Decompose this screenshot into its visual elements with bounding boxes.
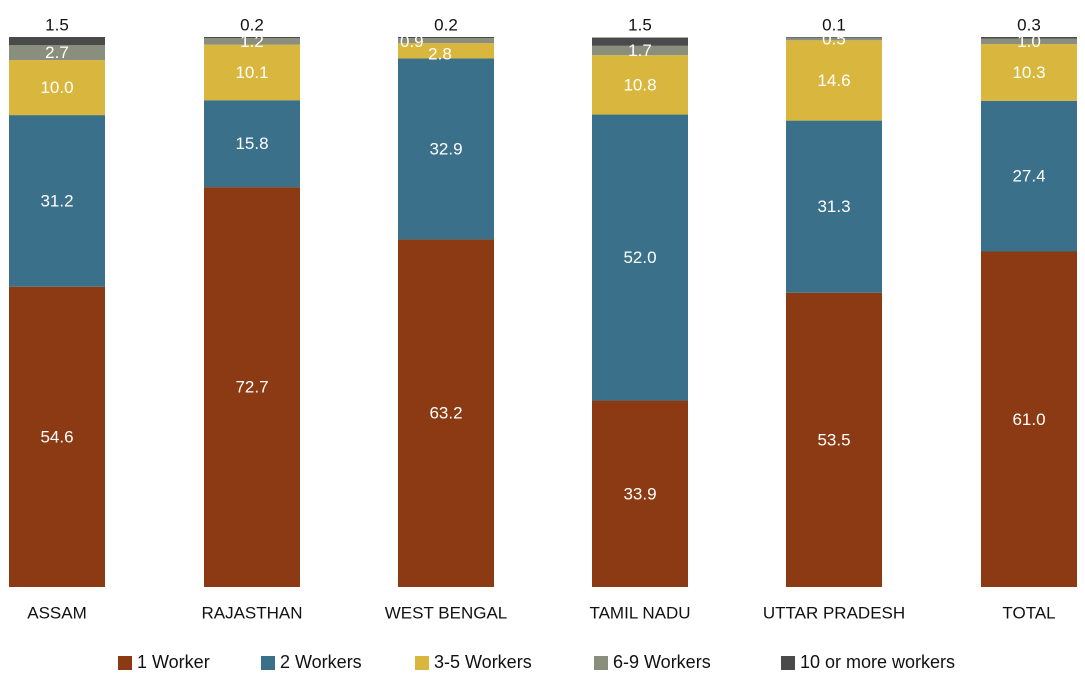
category-label-uttar-pradesh: UTTAR PRADESH: [763, 604, 905, 623]
data-label-rajasthan-10-or-more-workers: 0.2: [240, 16, 264, 35]
legend-swatch-2-workers: [261, 656, 275, 670]
legend-swatch-1-worker: [118, 656, 132, 670]
data-label-rajasthan-2-workers: 15.8: [235, 134, 268, 153]
data-label-total-6-9-workers: 1.0: [1017, 32, 1041, 51]
data-label-uttar-pradesh-1-worker: 53.5: [817, 430, 850, 449]
legend-label: 1 Worker: [137, 652, 210, 673]
category-label-assam: ASSAM: [27, 604, 87, 623]
data-label-west-bengal-2-workers: 32.9: [429, 139, 462, 158]
data-label-rajasthan-3-5-workers: 10.1: [235, 63, 268, 82]
data-label-tamil-nadu-1-worker: 33.9: [623, 484, 656, 503]
category-label-tamil-nadu: TAMIL NADU: [589, 604, 690, 623]
data-label-assam-10-or-more-workers: 1.5: [45, 16, 69, 35]
data-label-total-1-worker: 61.0: [1012, 410, 1045, 429]
legend-item-1-worker: 1 Worker: [118, 652, 210, 673]
legend-label: 10 or more workers: [800, 652, 955, 673]
data-label-total-2-workers: 27.4: [1012, 167, 1045, 186]
data-label-tamil-nadu-3-5-workers: 10.8: [623, 75, 656, 94]
legend-label: 2 Workers: [280, 652, 362, 673]
legend-item-10-or-more-workers: 10 or more workers: [781, 652, 955, 673]
data-label-assam-2-workers: 31.2: [40, 191, 73, 210]
data-label-total-10-or-more-workers: 0.3: [1017, 16, 1041, 35]
legend: 1 Worker 2 Workers 3-5 Workers 6-9 Worke…: [0, 652, 1085, 680]
legend-swatch-10-or-more-workers: [781, 656, 795, 670]
category-label-west-bengal: WEST BENGAL: [385, 604, 508, 623]
data-label-west-bengal-1-worker: 63.2: [429, 404, 462, 423]
data-label-uttar-pradesh-3-5-workers: 14.6: [817, 71, 850, 90]
data-label-assam-3-5-workers: 10.0: [40, 78, 73, 97]
data-label-west-bengal-10-or-more-workers: 0.2: [434, 16, 458, 35]
data-label-rajasthan-6-9-workers: 1.2: [240, 32, 264, 51]
data-label-uttar-pradesh-10-or-more-workers: 0.1: [822, 16, 846, 35]
legend-label: 6-9 Workers: [613, 652, 711, 673]
data-label-tamil-nadu-10-or-more-workers: 1.5: [628, 16, 652, 35]
data-label-tamil-nadu-2-workers: 52.0: [623, 248, 656, 267]
legend-label: 3-5 Workers: [434, 652, 532, 673]
data-label-assam-1-worker: 54.6: [40, 427, 73, 446]
legend-item-2-workers: 2 Workers: [261, 652, 362, 673]
data-label-uttar-pradesh-2-workers: 31.3: [817, 197, 850, 216]
legend-swatch-3-5-workers: [415, 656, 429, 670]
data-label-assam-6-9-workers: 2.7: [45, 43, 69, 62]
category-label-rajasthan: RAJASTHAN: [201, 604, 302, 623]
stacked-bar-chart: 54.631.210.02.71.5ASSAM72.715.810.11.20.…: [0, 0, 1085, 650]
legend-swatch-6-9-workers: [594, 656, 608, 670]
data-label-west-bengal-3-5-workers: 2.8: [428, 44, 452, 63]
data-label-rajasthan-1-worker: 72.7: [235, 378, 268, 397]
legend-item-6-9-workers: 6-9 Workers: [594, 652, 711, 673]
data-label-west-bengal-6-9-workers: 0.9: [400, 32, 424, 51]
data-label-total-3-5-workers: 10.3: [1012, 63, 1045, 82]
legend-item-3-5-workers: 3-5 Workers: [415, 652, 532, 673]
category-label-total: TOTAL: [1002, 604, 1055, 623]
data-label-tamil-nadu-6-9-workers: 1.7: [628, 41, 652, 60]
